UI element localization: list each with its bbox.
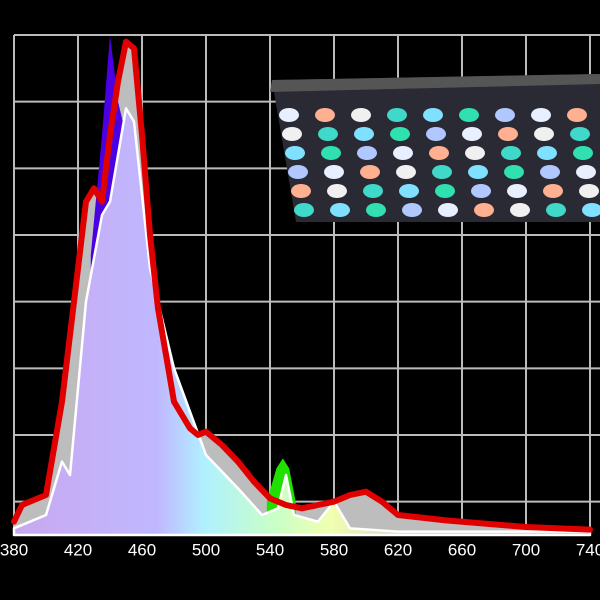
line [11, 38, 593, 533]
fixture-photo [270, 74, 600, 222]
x-tick-label: 700 [512, 540, 540, 559]
area [12, 107, 592, 537]
x-tick-label: 380 [0, 540, 28, 559]
x-tick-label: 580 [320, 540, 348, 559]
x-tick-label: 740 [576, 540, 600, 559]
x-tick-label: 460 [128, 540, 156, 559]
x-tick-label: 540 [256, 540, 284, 559]
x-tick-label: 660 [448, 540, 476, 559]
x-tick-label: 420 [64, 540, 92, 559]
x-tick-label: 620 [384, 540, 412, 559]
x-tick-label: 500 [192, 540, 220, 559]
